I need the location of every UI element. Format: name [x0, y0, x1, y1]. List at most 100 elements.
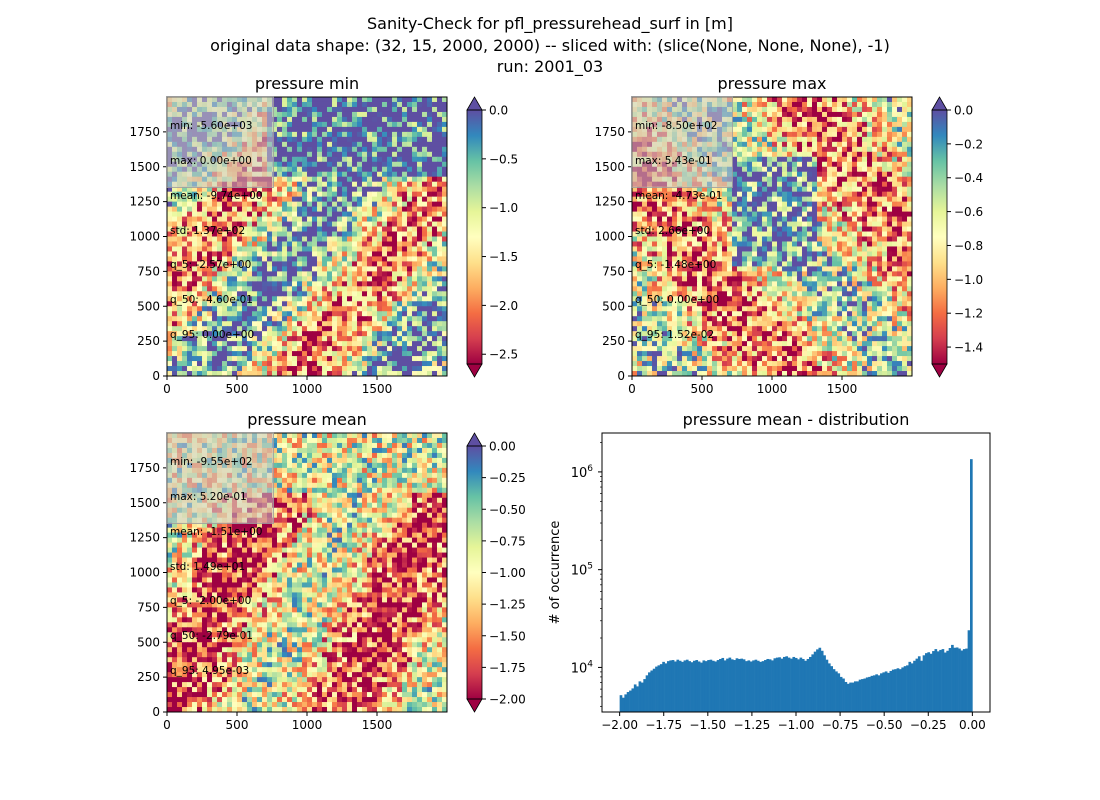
stat-line: q_5: -2.00e+00 [170, 595, 252, 608]
histogram-bar [906, 665, 909, 712]
stat-line: q_50: -2.79e-01 [170, 630, 253, 643]
histogram-bar [861, 679, 864, 712]
histogram-bar [948, 648, 952, 712]
histogram-bar [887, 672, 890, 712]
histogram-bar [645, 675, 649, 712]
histogram-bar [688, 661, 691, 712]
colorbar-tick-label: −0.2 [954, 137, 983, 151]
histogram-bar [806, 658, 810, 712]
histogram-bar [723, 660, 727, 712]
histogram-bar [872, 675, 876, 712]
y-tick-label: 500 [137, 299, 160, 313]
histogram-bar [631, 688, 635, 712]
colorbar-tick-label: −0.50 [489, 503, 526, 517]
colorbar-tick-label: −0.75 [489, 534, 526, 548]
x-tick-label: −0.75 [822, 718, 859, 732]
stat-line: max: 5.43e-01 [635, 154, 712, 167]
histogram-bar [681, 661, 684, 712]
colorbar-tick-label: −1.4 [954, 341, 983, 355]
histogram-bar [922, 655, 926, 712]
histogram-bar [662, 661, 665, 712]
histogram-bar [927, 652, 931, 712]
histogram-bar [965, 648, 968, 712]
colorbar-gradient [467, 110, 482, 364]
histogram-bar [650, 670, 654, 712]
histogram-bar [745, 661, 748, 712]
histogram-bar [738, 658, 741, 712]
y-tick-label: 750 [602, 264, 625, 278]
y-tick-label: 1000 [594, 230, 625, 244]
stat-line: max: 0.00e+00 [170, 154, 252, 167]
stat-line: std: 1.37e+02 [170, 224, 246, 237]
histogram-bar [707, 660, 710, 712]
histogram-bar [626, 692, 630, 712]
histogram-bar [754, 659, 758, 712]
histogram-bar [908, 661, 912, 712]
histogram-bar [778, 657, 781, 712]
histogram-bar [655, 666, 658, 712]
histogram-bar [787, 657, 791, 712]
histogram-bar [799, 657, 803, 712]
x-tick-label: 1000 [292, 718, 323, 732]
y-tick-label: 104 [571, 659, 594, 676]
colorbar: 0.0 −0.5 −1.0 −1.5 −2.0 −2.5 [466, 96, 518, 378]
colorbar: 0.0 −0.2 −0.4 −0.6 −0.8 −1.0 −1.2 −1.4 [931, 96, 983, 378]
stat-line: mean: -1.51e+00 [170, 525, 263, 538]
x-tick-label: −1.50 [689, 718, 726, 732]
histogram-bar [683, 660, 687, 712]
histogram-bar [835, 671, 838, 712]
histogram-bar [728, 657, 732, 712]
histogram-bar [958, 648, 961, 712]
histogram-bar [711, 660, 715, 712]
histogram-bar [801, 658, 805, 712]
panel-title: pressure min [255, 74, 359, 93]
histogram-bar [730, 659, 734, 712]
histogram-bar [664, 663, 668, 712]
colorbar-tick-label: −0.8 [954, 239, 983, 253]
histogram-bar [678, 660, 682, 712]
histogram-bar [936, 651, 940, 712]
histogram-bar [624, 694, 628, 712]
y-tick-label: 750 [137, 600, 160, 614]
histogram-bar [825, 659, 829, 712]
histogram-bar [896, 668, 900, 712]
y-tick-label: 105 [571, 562, 593, 579]
histogram-bar [891, 669, 895, 712]
histogram-bar [638, 681, 642, 712]
colorbar-tick-label: −2.00 [489, 693, 526, 707]
histogram-bar [702, 660, 706, 712]
histogram-bar [818, 647, 822, 712]
histogram-bar [932, 651, 935, 712]
histogram-bar [669, 660, 673, 712]
histogram-bar [690, 662, 694, 712]
histogram-title: pressure mean - distribution [683, 410, 910, 429]
histogram-bar [955, 647, 959, 712]
stat-line: min: -9.55e+02 [170, 456, 253, 469]
histogram-bar [842, 678, 845, 712]
histogram-bar [967, 630, 971, 712]
colorbar-tick-label: −1.75 [489, 661, 526, 675]
colorbar-gradient [932, 110, 947, 364]
histogram-bar [674, 661, 677, 712]
colorbar-extend-top [466, 432, 483, 447]
colorbar-extend-top [931, 96, 948, 111]
histogram-bar [889, 670, 893, 712]
stat-line: q_95: 4.95e-03 [170, 664, 250, 677]
histogram-bar [756, 660, 760, 712]
colorbar-tick-label: −2.5 [489, 348, 518, 362]
histogram-bar [880, 673, 883, 712]
y-axis-label: # of occurrence [548, 521, 563, 625]
colorbar-tick-label: 0.0 [954, 104, 973, 118]
histogram-bar [693, 660, 696, 712]
x-tick-label: 500 [691, 382, 714, 396]
histogram-bar [742, 659, 746, 712]
histogram-bar [790, 658, 793, 712]
histogram-bar [775, 657, 779, 712]
histogram-bar [875, 674, 878, 712]
histogram-bar [851, 682, 855, 712]
x-tick-label: 0 [628, 382, 636, 396]
histogram-bar [709, 659, 713, 712]
histogram-bar [882, 672, 886, 712]
histogram-bar [764, 660, 767, 712]
stat-line: min: -8.50e+02 [635, 120, 718, 133]
